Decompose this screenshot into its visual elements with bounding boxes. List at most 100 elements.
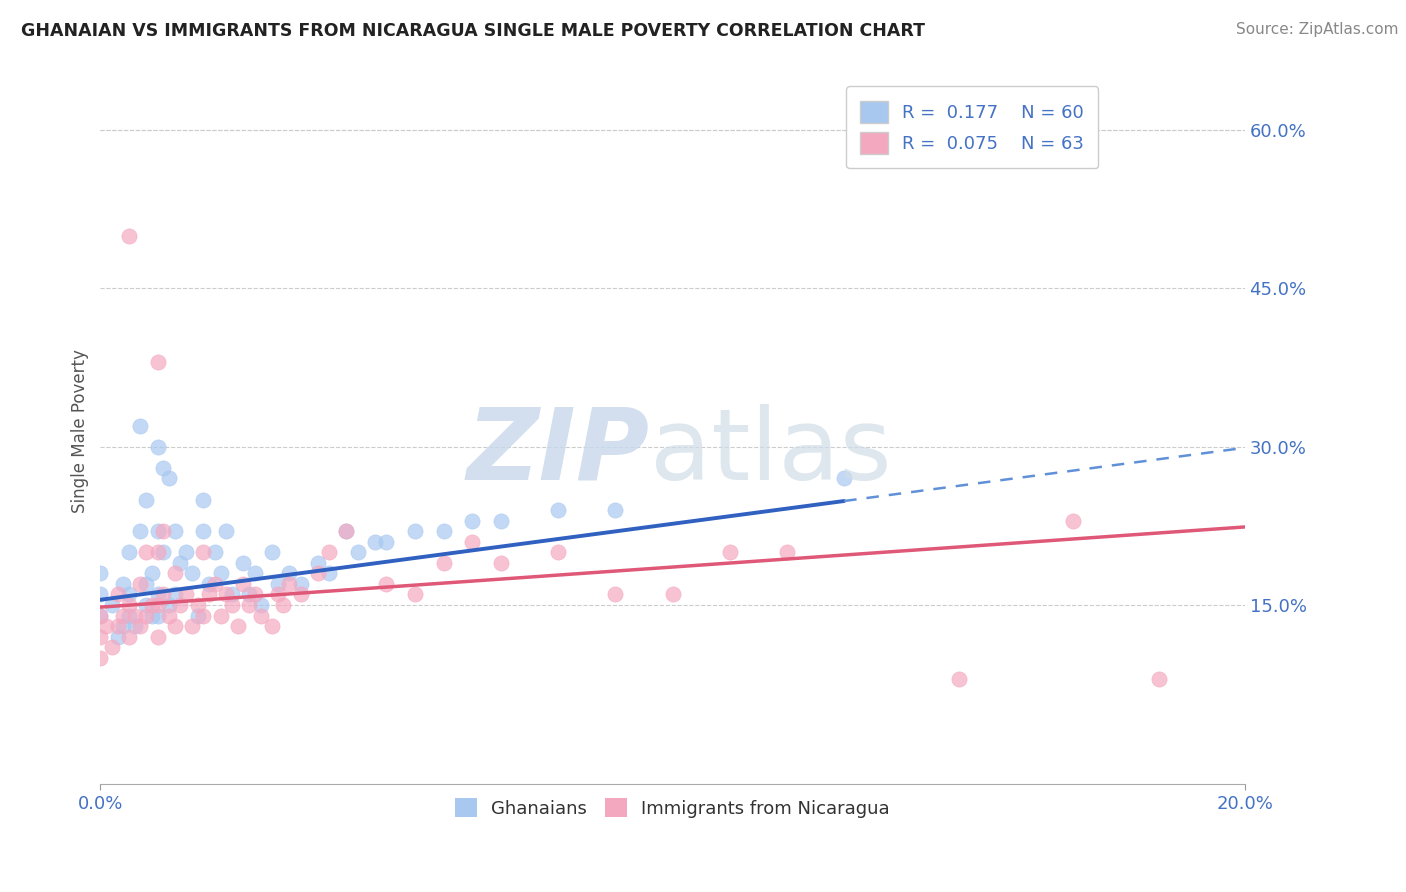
Point [89, 608, 111, 623]
Point [209, 566, 232, 581]
Text: atlas: atlas [650, 404, 891, 500]
Point [204, 545, 226, 559]
Point [198, 587, 221, 601]
Point [107, 630, 129, 644]
Point [118, 608, 141, 623]
Point [267, 587, 290, 601]
Point [89, 566, 111, 581]
Point [135, 577, 157, 591]
Point [94, 619, 117, 633]
Point [278, 577, 301, 591]
Point [547, 503, 569, 517]
Point [215, 524, 238, 538]
Point [146, 440, 169, 454]
Point [221, 598, 243, 612]
Point [209, 608, 232, 623]
Point [152, 461, 174, 475]
Point [187, 608, 209, 623]
Point [129, 524, 152, 538]
Point [174, 587, 197, 601]
Point [112, 577, 135, 591]
Point [232, 556, 254, 570]
Point [1062, 514, 1084, 528]
Point [118, 630, 141, 644]
Point [141, 608, 163, 623]
Text: Source: ZipAtlas.com: Source: ZipAtlas.com [1236, 22, 1399, 37]
Point [243, 587, 266, 601]
Point [489, 556, 512, 570]
Point [146, 630, 169, 644]
Point [124, 619, 146, 633]
Point [832, 471, 855, 485]
Point [226, 619, 249, 633]
Point [157, 471, 180, 485]
Legend: Ghanaians, Immigrants from Nicaragua: Ghanaians, Immigrants from Nicaragua [449, 791, 897, 825]
Point [547, 545, 569, 559]
Point [146, 524, 169, 538]
Point [146, 355, 169, 369]
Point [249, 598, 271, 612]
Point [290, 577, 312, 591]
Point [335, 524, 357, 538]
Point [375, 534, 398, 549]
Point [433, 524, 456, 538]
Point [129, 619, 152, 633]
Point [180, 619, 202, 633]
Point [89, 650, 111, 665]
Point [118, 545, 141, 559]
Point [141, 566, 163, 581]
Point [193, 608, 215, 623]
Point [193, 492, 215, 507]
Point [232, 577, 254, 591]
Point [169, 598, 191, 612]
Point [267, 577, 290, 591]
Y-axis label: Single Male Poverty: Single Male Poverty [72, 349, 89, 513]
Point [193, 545, 215, 559]
Point [152, 524, 174, 538]
Point [163, 566, 186, 581]
Point [163, 619, 186, 633]
Point [89, 608, 111, 623]
Point [238, 598, 260, 612]
Point [174, 545, 197, 559]
Point [152, 545, 174, 559]
Text: GHANAIAN VS IMMIGRANTS FROM NICARAGUA SINGLE MALE POVERTY CORRELATION CHART: GHANAIAN VS IMMIGRANTS FROM NICARAGUA SI… [21, 22, 925, 40]
Point [1147, 672, 1170, 686]
Point [243, 566, 266, 581]
Point [187, 598, 209, 612]
Point [163, 587, 186, 601]
Point [375, 577, 398, 591]
Point [461, 534, 484, 549]
Point [204, 577, 226, 591]
Text: ZIP: ZIP [467, 404, 650, 500]
Point [135, 545, 157, 559]
Point [260, 545, 283, 559]
Point [249, 608, 271, 623]
Point [141, 598, 163, 612]
Point [89, 587, 111, 601]
Point [221, 587, 243, 601]
Point [146, 545, 169, 559]
Point [278, 566, 301, 581]
Point [107, 587, 129, 601]
Point [193, 524, 215, 538]
Point [335, 524, 357, 538]
Point [404, 587, 426, 601]
Point [146, 608, 169, 623]
Point [364, 534, 387, 549]
Point [129, 577, 152, 591]
Point [101, 598, 124, 612]
Point [118, 587, 141, 601]
Point [152, 587, 174, 601]
Point [135, 492, 157, 507]
Point [273, 598, 295, 612]
Point [107, 619, 129, 633]
Point [118, 598, 141, 612]
Point [146, 587, 169, 601]
Point [101, 640, 124, 655]
Point [718, 545, 741, 559]
Point [948, 672, 970, 686]
Point [605, 587, 627, 601]
Point [112, 608, 135, 623]
Point [433, 556, 456, 570]
